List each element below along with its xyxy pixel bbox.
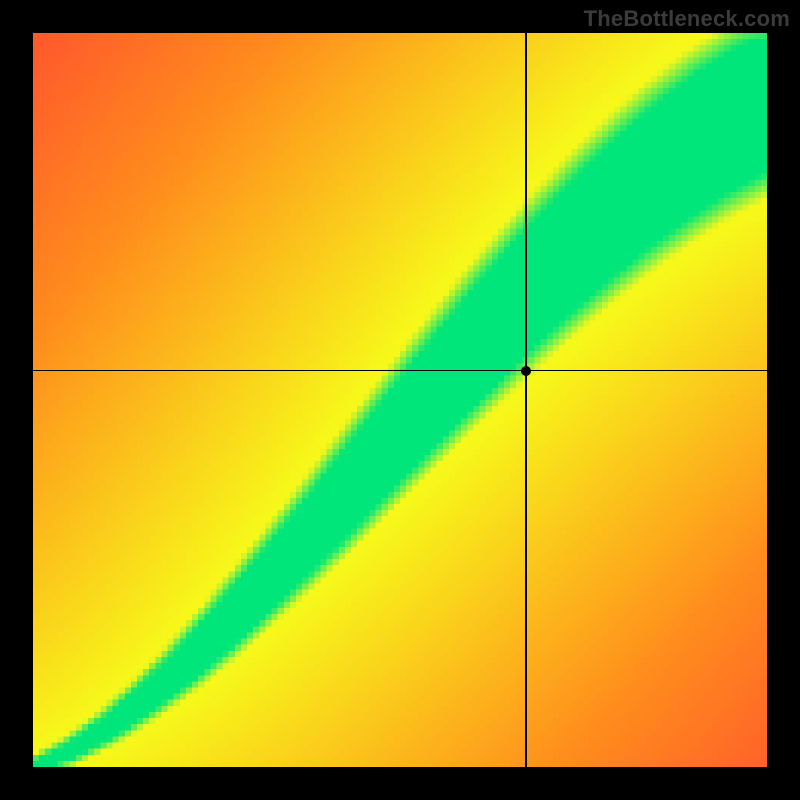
chart-root: TheBottleneck.com bbox=[0, 0, 800, 800]
crosshair-vertical bbox=[525, 33, 527, 767]
crosshair-dot bbox=[521, 366, 531, 376]
crosshair-horizontal bbox=[33, 370, 767, 372]
watermark-text: TheBottleneck.com bbox=[584, 6, 790, 32]
bottleneck-heatmap bbox=[33, 33, 767, 767]
